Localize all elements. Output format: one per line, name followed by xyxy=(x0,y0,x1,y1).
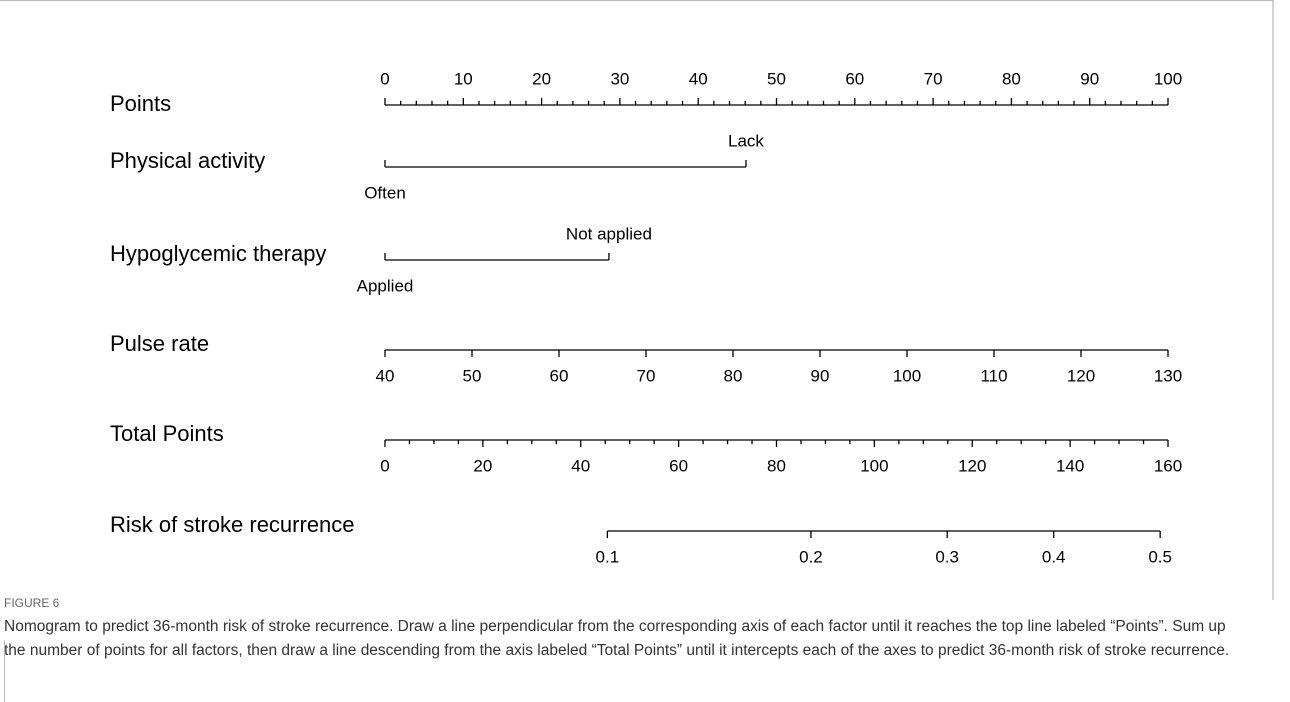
level-label: Applied xyxy=(357,276,414,295)
tick-label: 90 xyxy=(811,366,830,385)
tick-label: 40 xyxy=(376,366,395,385)
tick-label: 0.4 xyxy=(1042,547,1066,566)
tick-label: 140 xyxy=(1056,456,1084,475)
tick-label: 0 xyxy=(380,456,389,475)
figure-caption: Nomogram to predict 36-month risk of str… xyxy=(4,618,1230,659)
tick-label: 30 xyxy=(610,69,629,88)
tick-label: 20 xyxy=(473,456,492,475)
row-name: Risk of stroke recurrence xyxy=(110,512,355,537)
tick-label: 130 xyxy=(1154,366,1182,385)
tick-label: 0 xyxy=(380,69,389,88)
tick-label: 60 xyxy=(669,456,688,475)
tick-label: 10 xyxy=(454,69,473,88)
frame-left xyxy=(4,640,5,702)
tick-label: 40 xyxy=(689,69,708,88)
tick-label: 50 xyxy=(767,69,786,88)
row-name: Physical activity xyxy=(110,148,265,173)
chart: Points 0 10 20 30 40 50 60 70 80 90 100 Physical act… xyxy=(0,0,1274,600)
figure-label: FIGURE 6 xyxy=(4,596,60,610)
tick-label: 40 xyxy=(571,456,590,475)
tick-label: 70 xyxy=(924,69,943,88)
tick-label: 0.2 xyxy=(799,547,823,566)
tick-label: 50 xyxy=(463,366,482,385)
row-name: Points xyxy=(110,91,171,116)
tick-label: 0.1 xyxy=(596,547,620,566)
tick-label: 0.3 xyxy=(935,547,959,566)
tick-label: 160 xyxy=(1154,456,1182,475)
tick-label: 60 xyxy=(550,366,569,385)
tick-label: 90 xyxy=(1080,69,1099,88)
tick-label: 80 xyxy=(767,456,786,475)
level-label: Lack xyxy=(728,131,764,150)
tick-label: 20 xyxy=(532,69,551,88)
tick-label: 100 xyxy=(860,456,888,475)
tick-label: 100 xyxy=(1154,69,1182,88)
level-label: Not applied xyxy=(566,224,652,243)
row-name: Pulse rate xyxy=(110,331,209,356)
level-label: Often xyxy=(364,183,406,202)
tick-label: 70 xyxy=(637,366,656,385)
tick-label: 80 xyxy=(724,366,743,385)
tick-label: 60 xyxy=(845,69,864,88)
row-name: Hypoglycemic therapy xyxy=(110,241,326,266)
tick-label: 100 xyxy=(893,366,921,385)
tick-label: 0.5 xyxy=(1148,547,1172,566)
row-name: Total Points xyxy=(110,421,224,446)
tick-label: 120 xyxy=(958,456,986,475)
tick-label: 80 xyxy=(1002,69,1021,88)
tick-label: 120 xyxy=(1067,366,1095,385)
tick-label: 110 xyxy=(980,366,1007,385)
